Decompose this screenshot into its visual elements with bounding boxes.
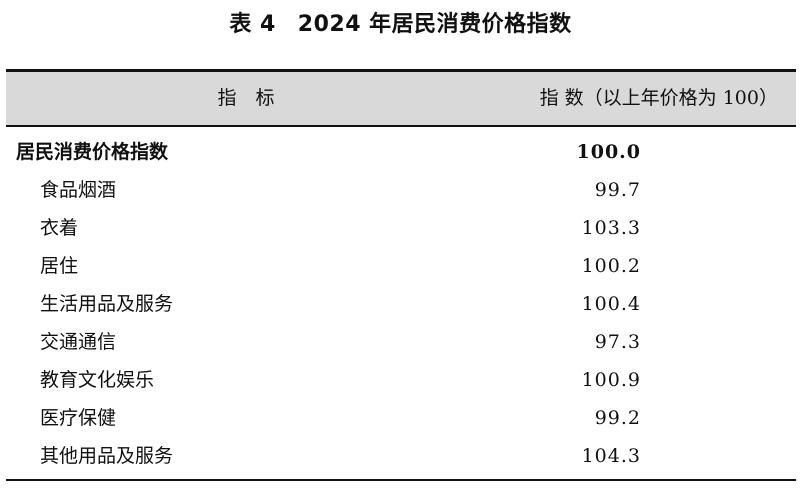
row-name: 食品烟酒 [40, 179, 117, 201]
table-row: 食品烟酒 99.7 [6, 171, 796, 209]
row-value: 100.4 [581, 293, 641, 315]
row-value: 104.3 [581, 445, 641, 467]
row-name: 生活用品及服务 [40, 293, 174, 315]
table-bottom-rule [6, 479, 796, 481]
cpi-table: 指 标 指 数（以上年价格为 100） 居民消费价格指数 100.0 食品烟酒 … [6, 69, 796, 481]
row-value: 97.3 [594, 331, 641, 353]
row-name: 交通通信 [40, 331, 117, 353]
header-index: 指 数（以上年价格为 100） [539, 87, 778, 109]
table-row: 生活用品及服务 100.4 [6, 285, 796, 323]
table-header: 指 标 指 数（以上年价格为 100） [6, 72, 796, 127]
table-row: 其他用品及服务 104.3 [6, 437, 796, 475]
table-row: 交通通信 97.3 [6, 323, 796, 361]
table-body: 居民消费价格指数 100.0 食品烟酒 99.7 衣着 103.3 居住 100… [6, 133, 796, 475]
row-value: 100.0 [576, 141, 641, 163]
table-row: 居住 100.2 [6, 247, 796, 285]
row-name: 居民消费价格指数 [16, 141, 169, 163]
row-value: 99.7 [594, 179, 641, 201]
table-number: 表 4 [229, 12, 276, 37]
table-row: 医疗保健 99.2 [6, 399, 796, 437]
header-indicator: 指 标 [217, 87, 275, 109]
row-name: 医疗保健 [40, 407, 117, 429]
row-name: 衣着 [40, 217, 79, 239]
table-top-rule [6, 69, 796, 72]
table-row: 教育文化娱乐 100.9 [6, 361, 796, 399]
row-value: 100.2 [581, 255, 641, 277]
row-value: 99.2 [594, 407, 641, 429]
row-name: 教育文化娱乐 [40, 369, 155, 391]
table-title-text: 2024 年居民消费价格指数 [297, 12, 572, 37]
row-value: 100.9 [581, 369, 641, 391]
row-name: 居住 [40, 255, 79, 277]
table-row: 衣着 103.3 [6, 209, 796, 247]
table-title: 表 4 2024 年居民消费价格指数 [0, 10, 801, 40]
row-value: 103.3 [581, 217, 641, 239]
table-row-total: 居民消费价格指数 100.0 [6, 133, 796, 171]
row-name: 其他用品及服务 [40, 445, 174, 467]
